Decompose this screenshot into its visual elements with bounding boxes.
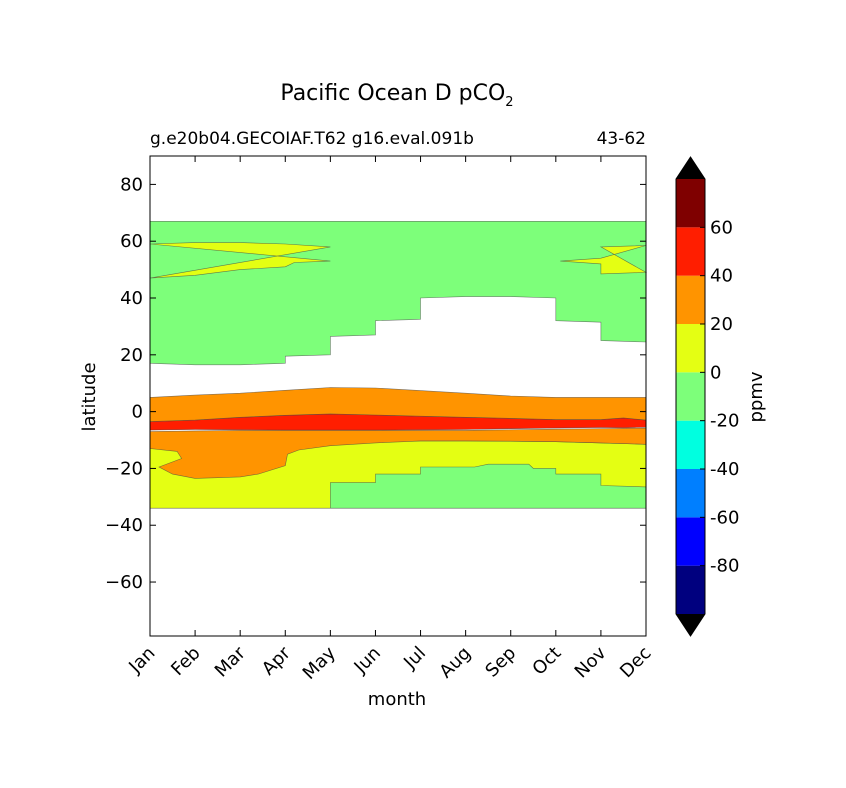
x-tick-label: May [299, 642, 340, 683]
x-tick-label: Sep [481, 643, 520, 682]
colorbar-segment [676, 420, 705, 469]
colorbar-tick-label: -20 [710, 411, 739, 432]
y-tick-label: 80 [120, 174, 143, 195]
contour-bands [149, 221, 648, 509]
colorbar-tick-label: -60 [710, 507, 739, 528]
colorbar-segment [676, 372, 705, 421]
x-tick-label: Aug [435, 643, 475, 683]
colorbar-segment [676, 565, 705, 614]
x-tick-label: Jun [350, 643, 385, 678]
plot-frame [149, 155, 647, 637]
chart-subtitle-right: 43-62 [597, 129, 646, 149]
colorbar-tick-label: 20 [710, 314, 733, 335]
colorbar-segment [676, 517, 705, 566]
y-axis-ticks: 80 60 40 20 0 −20 −40 −60 [105, 174, 646, 593]
x-tick-label: Apr [258, 642, 295, 679]
y-tick-label: 20 [120, 345, 143, 366]
plot-area: Jan Feb Mar Apr May Jun Jul Aug Sep Oct Nov Dec 80 6… [105, 155, 656, 684]
y-tick-label: −60 [105, 572, 143, 593]
contour-band-orange-south [149, 427, 647, 479]
y-tick-label: −40 [105, 515, 143, 536]
y-tick-label: 40 [120, 288, 143, 309]
contour-band-orange-north [149, 387, 647, 422]
colorbar-outline [675, 156, 706, 637]
x-tick-label: Jan [124, 643, 159, 678]
colorbar-segment [676, 324, 705, 373]
x-tick-label: Mar [211, 642, 250, 681]
x-tick-label: Nov [571, 642, 611, 682]
chart-title-subscript: 2 [505, 95, 513, 110]
colorbar-segment [676, 179, 705, 228]
contour-band-yellow-north-b [560, 245, 648, 275]
colorbar-over-arrow [676, 157, 705, 179]
x-tick-label: Jul [399, 643, 430, 674]
colorbar-segment [676, 227, 705, 276]
colorbar-under-arrow [676, 614, 705, 636]
x-tick-label: Dec [616, 643, 655, 682]
x-tick-label: Feb [167, 643, 204, 680]
colorbar-tick-label: 60 [710, 217, 733, 238]
colorbar-label: ppmv [746, 371, 767, 422]
colorbar-tick-label: 40 [710, 266, 733, 287]
chart-subtitle-left: g.e20b04.GECOIAF.T62 g16.eval.091b [150, 129, 474, 149]
colorbar-tick-label: 0 [710, 362, 721, 383]
y-tick-label: 0 [132, 402, 143, 423]
y-axis-label: latitude [79, 362, 100, 431]
x-axis-label: month [368, 689, 426, 710]
y-tick-label: 60 [120, 231, 143, 252]
colorbar: 60 40 20 0 -20 -40 -60 -80 [675, 156, 739, 637]
colorbar-tick-label: -40 [710, 459, 739, 480]
colorbar-segment [676, 275, 705, 324]
y-tick-label: −20 [105, 458, 143, 479]
colorbar-tick-label: -80 [710, 556, 739, 577]
colorbar-segment [676, 469, 705, 518]
x-tick-label: Oct [528, 643, 565, 680]
contour-band-yellow-north-a [149, 242, 331, 279]
chart-title: Pacific Ocean D pCO2 [280, 81, 513, 110]
